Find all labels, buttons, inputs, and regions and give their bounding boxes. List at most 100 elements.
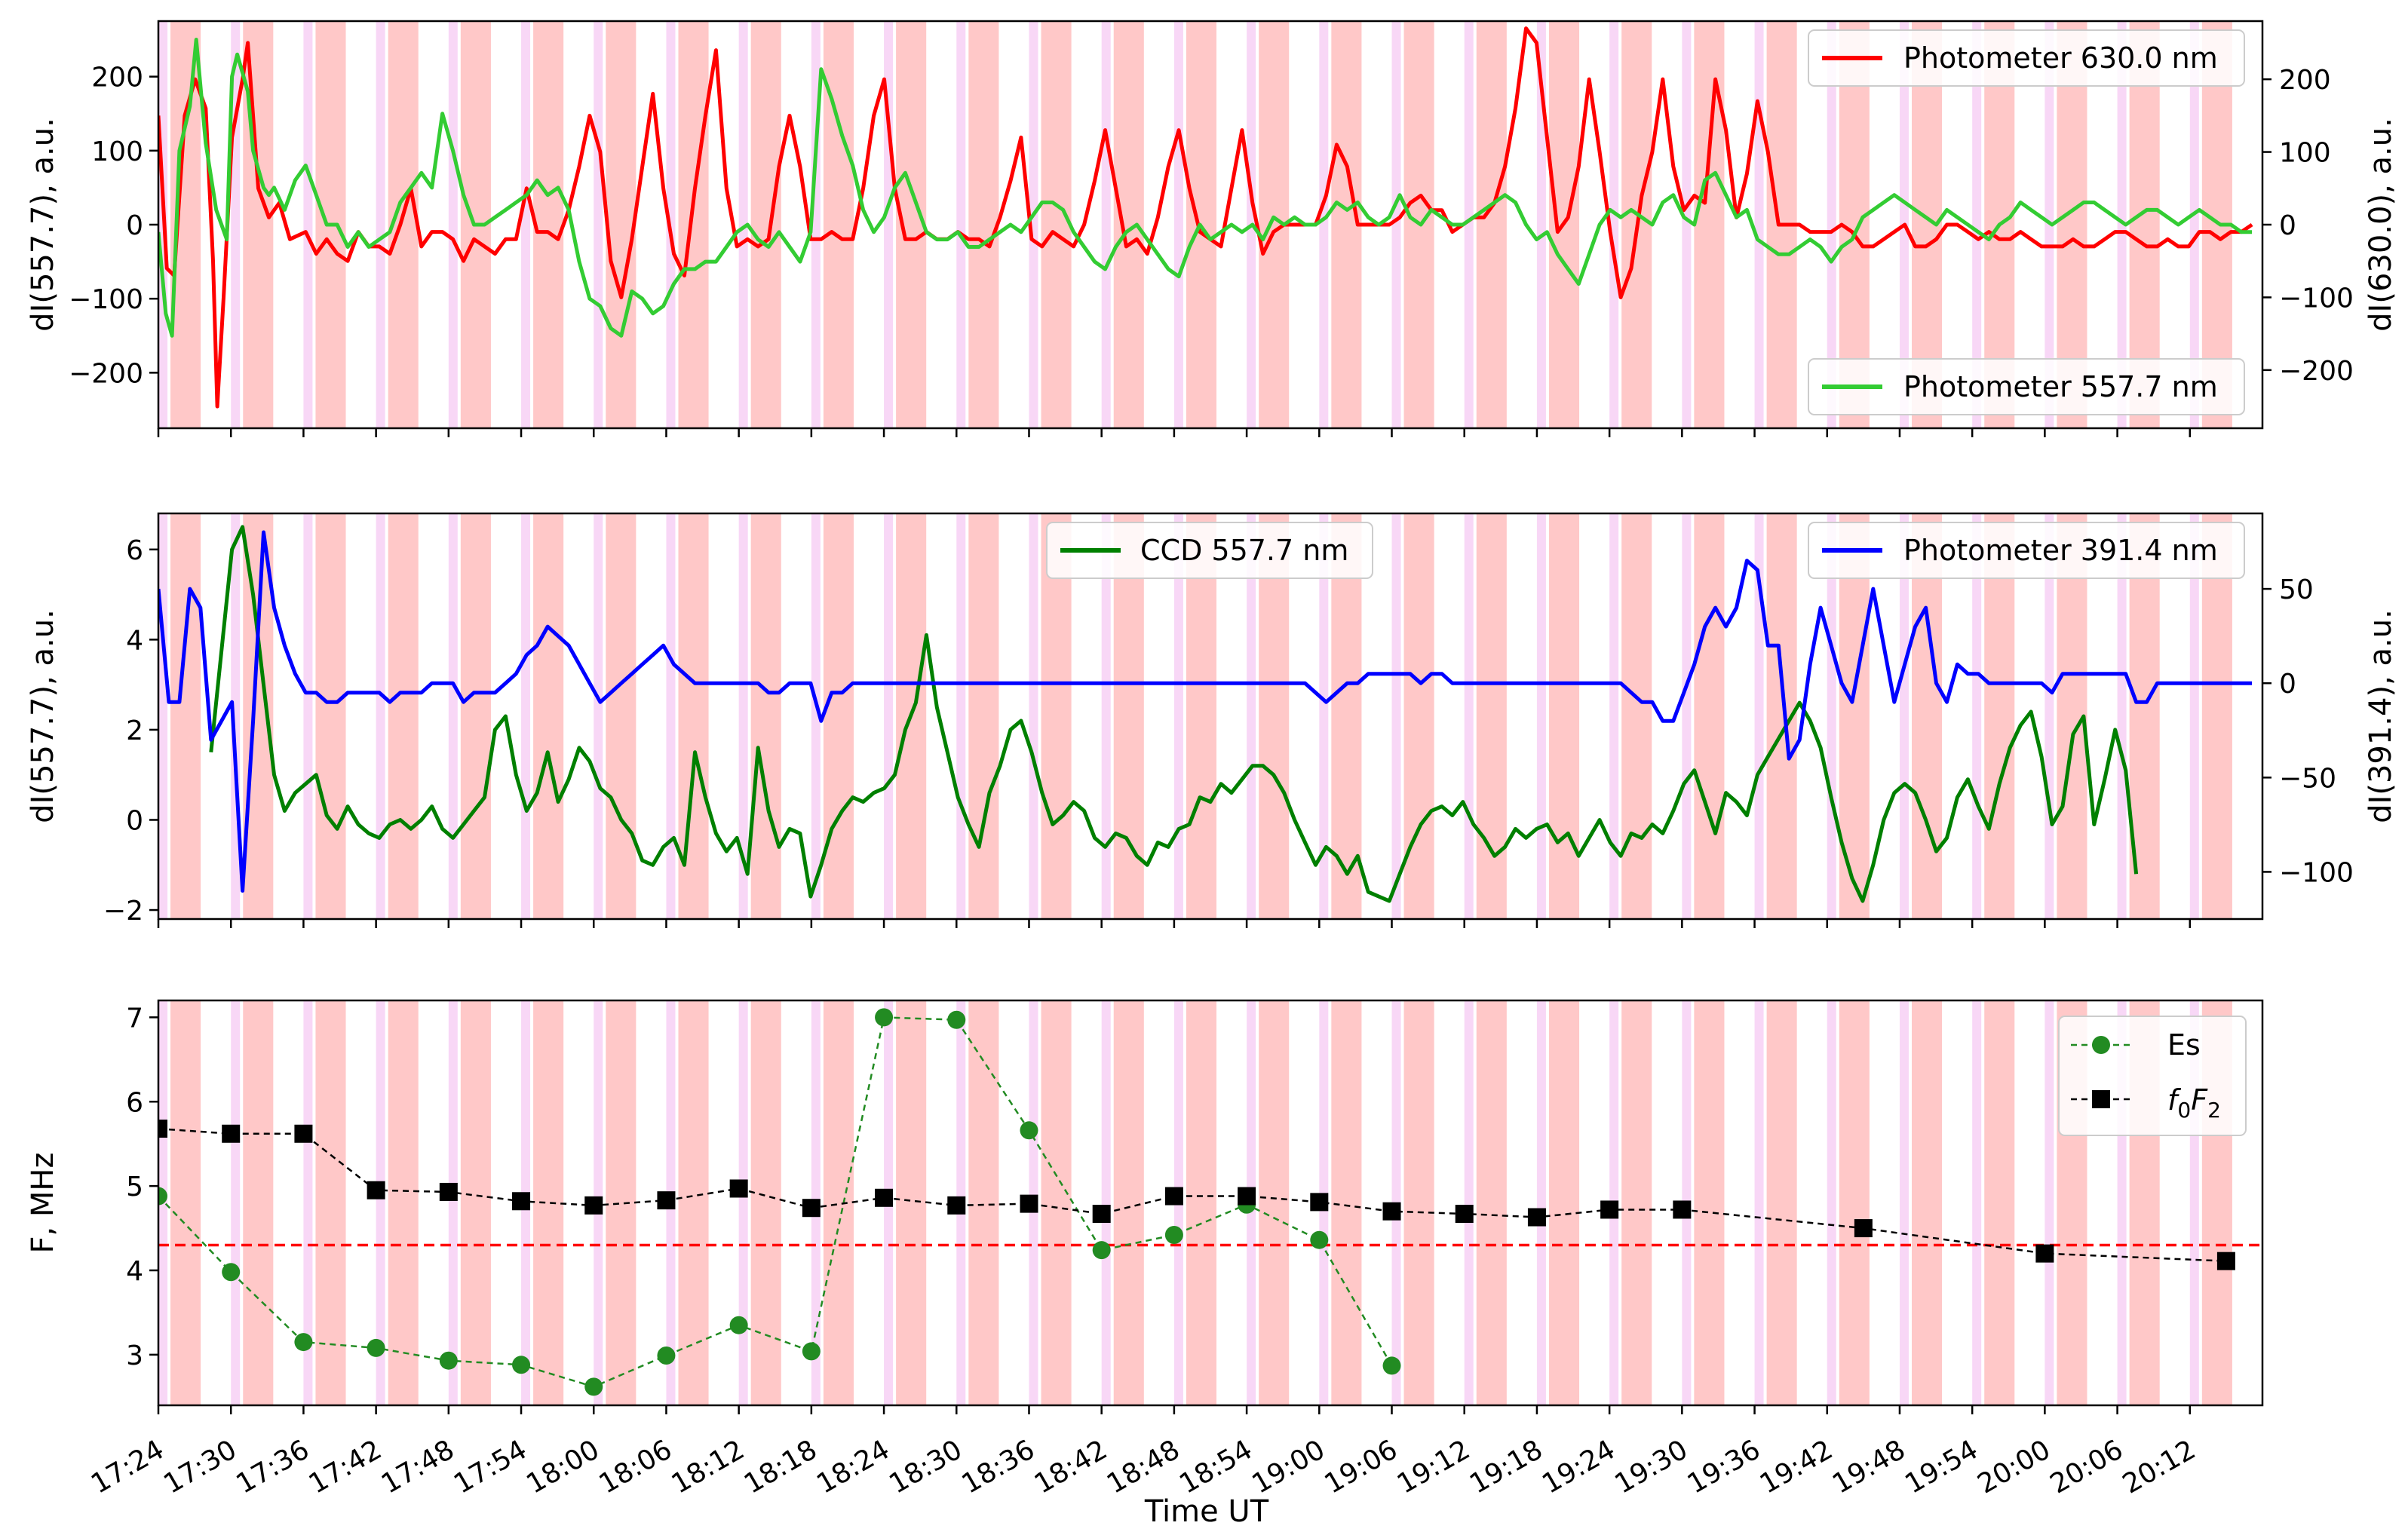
x-tick-label: 18:06: [594, 1434, 677, 1500]
es-point: [947, 1010, 966, 1029]
left-tick-label: 100: [91, 136, 143, 167]
red-band: [243, 1000, 274, 1405]
left-tick-label: 200: [91, 63, 143, 93]
pink-band: [2044, 1000, 2054, 1405]
legend-box: [1808, 29, 2245, 87]
f0f2-point: [657, 1191, 676, 1210]
panel-frame: [157, 999, 2264, 1407]
left-tick-label: −2: [103, 896, 143, 927]
red-band: [678, 1000, 709, 1405]
es-point: [657, 1346, 676, 1365]
legend-box: [1808, 358, 2245, 415]
x-tick-label: 19:48: [1827, 1434, 1910, 1500]
red-band: [896, 1000, 927, 1405]
legend-label: Photometer 557.7 nm: [1903, 370, 2218, 403]
f0f2-point: [367, 1181, 385, 1199]
pink-band: [303, 1000, 313, 1405]
red-band: [1476, 1000, 1507, 1405]
f0f2-point: [1527, 1208, 1546, 1227]
red-band: [1912, 1000, 1943, 1405]
x-tick-label: 18:24: [811, 1434, 894, 1500]
pink-band: [303, 513, 313, 919]
pink-band: [1899, 513, 1909, 919]
red-band: [968, 1000, 999, 1405]
left-tick-label: 0: [126, 805, 143, 836]
x-tick-label: 18:12: [667, 1434, 750, 1500]
x-tick-label: 17:54: [449, 1434, 532, 1500]
x-tick-label: 17:30: [158, 1434, 241, 1500]
series-line: [158, 38, 2253, 338]
x-tick-label: 17:36: [232, 1434, 314, 1500]
series-line: [158, 26, 2253, 409]
x-tick-label: 19:36: [1683, 1434, 1765, 1500]
red-band: [243, 21, 274, 428]
red-band: [1331, 513, 1362, 919]
f0f2-point: [512, 1192, 531, 1211]
x-tick-label: 20:06: [2045, 1434, 2128, 1500]
x-tick-label: 19:30: [1609, 1434, 1692, 1500]
x-tick-label: 19:54: [1900, 1434, 1983, 1500]
x-tick-label: 18:36: [957, 1434, 1040, 1500]
f0f2-point: [729, 1179, 748, 1198]
f0f2-point: [1600, 1200, 1619, 1219]
pink-band: [376, 513, 385, 919]
x-axis-label: Time UT: [1144, 1494, 1269, 1529]
right-tick-label: −100: [2279, 283, 2354, 314]
es-point: [584, 1377, 603, 1396]
red-band: [1839, 1000, 1870, 1405]
red-band: [2347, 1000, 2377, 1405]
red-band: [533, 1000, 564, 1405]
right-tick-label: −200: [2279, 356, 2354, 387]
x-tick-label: 19:00: [1247, 1434, 1330, 1500]
x-tick-label: 17:24: [86, 1434, 169, 1500]
legend-label: Photometer 391.4 nm: [1903, 534, 2218, 567]
x-tick-label: 17:42: [304, 1434, 387, 1500]
right-tick-label: 50: [2279, 574, 2314, 605]
legend-top: Photometer 630.0 nm Photometer 557.7 nm: [1808, 29, 2245, 415]
right-tick-label: −100: [2279, 857, 2354, 888]
red-band: [1403, 513, 1434, 919]
pink-band: [738, 513, 748, 919]
es-point: [1164, 1226, 1183, 1245]
pink-band: [1464, 21, 1474, 428]
pink-band: [376, 1000, 385, 1405]
pink-band: [1827, 1000, 1836, 1405]
red-band: [460, 513, 491, 919]
f0f2-point: [2035, 1244, 2054, 1263]
es-point: [158, 1187, 167, 1206]
red-band: [1041, 21, 1072, 428]
legend-box: [1808, 522, 2245, 579]
pink-band: [158, 513, 168, 919]
x-tick-label: 20:12: [2118, 1434, 2201, 1500]
legend-box: [1046, 522, 1373, 579]
left-tick-label: 7: [126, 1003, 143, 1034]
pink-band: [1754, 21, 1764, 428]
f0f2-point: [1455, 1205, 1474, 1224]
red-band: [315, 513, 346, 919]
x-tick-label: 19:24: [1537, 1434, 1620, 1500]
red-band: [750, 1000, 781, 1405]
left-tick-label: 4: [126, 625, 143, 656]
pink-band: [738, 1000, 748, 1405]
es-point: [439, 1351, 458, 1370]
pink-band: [1391, 513, 1401, 919]
series-line: [209, 525, 2139, 903]
left-tick-label: 4: [126, 1256, 143, 1287]
series-photometer-557-7-nm: [158, 38, 2253, 338]
right-tick-label: 100: [2279, 138, 2331, 169]
red-band: [2275, 1000, 2305, 1405]
x-tick-label: 19:06: [1320, 1434, 1403, 1500]
x-tick-label: 19:12: [1392, 1434, 1475, 1500]
pink-band: [521, 21, 531, 428]
f0f2-point: [1310, 1193, 1329, 1212]
red-band: [1331, 1000, 1362, 1405]
f0f2-point: [1020, 1194, 1038, 1213]
x-tick-label: 18:00: [521, 1434, 604, 1500]
red-band: [823, 513, 854, 919]
pink-band: [1464, 513, 1474, 919]
series-line: [158, 1016, 1393, 1388]
left-tick-label: 0: [126, 210, 143, 241]
red-band: [1548, 513, 1580, 919]
